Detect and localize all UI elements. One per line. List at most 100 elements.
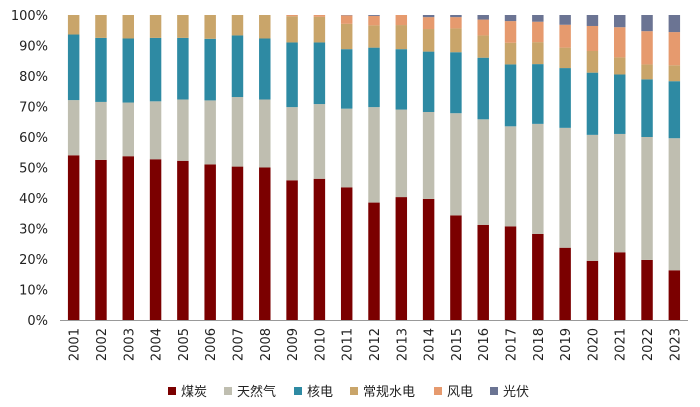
x-tick-label: 2020 xyxy=(586,328,601,361)
x-tick-label: 2006 xyxy=(204,328,219,361)
bar-segment-2022-s4 xyxy=(641,31,653,65)
legend-swatch xyxy=(490,387,498,395)
bar-segment-2008-s0 xyxy=(259,167,271,320)
y-tick-label: 70% xyxy=(19,101,48,116)
bar-segment-2014-s3 xyxy=(422,29,435,52)
bar-segment-2020-s1 xyxy=(586,134,599,261)
bar-segment-2023-s3 xyxy=(668,65,681,82)
bar-segment-2010-s1 xyxy=(313,104,326,179)
y-tick-label: 40% xyxy=(19,192,48,207)
bar-segment-2004-s0 xyxy=(149,159,162,320)
bar-segment-2006-s3 xyxy=(204,15,216,39)
bar-segment-2016-s4 xyxy=(477,19,489,36)
bar-segment-2011-s4 xyxy=(340,15,353,24)
bar-segment-2010-s4 xyxy=(313,15,326,17)
bar-segment-2016-s5 xyxy=(477,15,489,20)
bar-segment-2018-s1 xyxy=(532,123,544,234)
x-tick-label: 2019 xyxy=(559,328,574,361)
bar-segment-2014-s4 xyxy=(422,17,435,30)
bar-segment-2019-s2 xyxy=(559,68,571,128)
legend-swatch xyxy=(350,387,358,395)
bar-segment-2023-s2 xyxy=(668,81,681,139)
bar-segment-2018-s3 xyxy=(532,42,544,65)
bar-segment-2020-s5 xyxy=(586,15,599,26)
bar-segment-2015-s3 xyxy=(450,28,462,53)
y-tick-label: 50% xyxy=(19,162,48,177)
x-tick-label: 2009 xyxy=(286,328,301,361)
y-tick-label: 100% xyxy=(11,9,48,24)
legend-swatch xyxy=(294,387,302,395)
bar-segment-2006-s1 xyxy=(204,100,216,165)
y-tick-label: 60% xyxy=(19,131,48,146)
bar-segment-2001-s2 xyxy=(67,34,80,101)
bar-segment-2012-s4 xyxy=(368,15,380,26)
bar-segment-2019-s0 xyxy=(559,247,571,320)
bar-segment-2005-s1 xyxy=(177,99,189,161)
bar-segment-2017-s1 xyxy=(504,126,517,227)
bar-segment-2018-s4 xyxy=(532,21,544,43)
x-tick-label: 2010 xyxy=(313,328,328,361)
bar-segment-2005-s2 xyxy=(177,37,189,100)
bar-segment-2017-s4 xyxy=(504,21,517,43)
bar-segment-2003-s1 xyxy=(122,102,134,157)
bar-segment-2003-s0 xyxy=(122,156,134,320)
legend-swatch xyxy=(168,387,176,395)
bar-segment-2002-s2 xyxy=(95,37,107,102)
bar-segment-2004-s3 xyxy=(149,15,162,38)
bar-segment-2010-s0 xyxy=(313,178,326,320)
bar-segment-2021-s0 xyxy=(614,252,626,320)
bar-segment-2003-s3 xyxy=(122,15,134,39)
x-tick-label: 2021 xyxy=(614,328,629,361)
bar-segment-2011-s3 xyxy=(340,23,353,50)
bar-segment-2009-s4 xyxy=(286,15,298,17)
x-tick-label: 2016 xyxy=(477,328,492,361)
bar-segment-2015-s2 xyxy=(450,52,462,114)
bar-segment-2018-s0 xyxy=(532,233,544,320)
bar-segment-2007-s1 xyxy=(231,97,244,167)
bar-segment-2004-s1 xyxy=(149,101,162,160)
bar-segment-2014-s2 xyxy=(422,51,435,112)
bar-segment-2011-s1 xyxy=(340,108,353,188)
bar-segment-2013-s2 xyxy=(395,49,408,110)
bar-segment-2012-s5 xyxy=(368,15,380,16)
bar-segment-2007-s0 xyxy=(231,166,244,320)
bar-segment-2006-s0 xyxy=(204,164,216,320)
bar-segment-2006-s2 xyxy=(204,38,216,101)
bar-segment-2012-s0 xyxy=(368,202,380,320)
x-tick-label: 2001 xyxy=(68,328,83,361)
x-tick-label: 2002 xyxy=(95,328,110,361)
bar-segment-2018-s5 xyxy=(532,15,544,22)
bar-segment-2017-s2 xyxy=(504,64,517,127)
bar-segment-2016-s2 xyxy=(477,57,489,120)
bar-segment-2010-s2 xyxy=(313,42,326,105)
bar-segment-2009-s0 xyxy=(286,180,298,320)
legend-label: 核电 xyxy=(307,385,333,400)
bar-segment-2019-s5 xyxy=(559,15,571,25)
x-tick-label: 2012 xyxy=(368,328,383,361)
bar-segment-2019-s3 xyxy=(559,47,571,69)
bar-segment-2021-s4 xyxy=(614,27,626,58)
bars xyxy=(67,15,681,321)
x-tick-label: 2023 xyxy=(668,328,683,361)
legend-swatch xyxy=(434,387,442,395)
bar-segment-2009-s3 xyxy=(286,16,298,43)
bar-segment-2017-s0 xyxy=(504,226,517,320)
bar-segment-2011-s2 xyxy=(340,49,353,109)
bar-segment-2014-s0 xyxy=(422,198,435,320)
bar-segment-2020-s2 xyxy=(586,72,599,135)
bar-segment-2018-s2 xyxy=(532,64,544,124)
bar-segment-2012-s1 xyxy=(368,107,380,203)
bar-segment-2005-s0 xyxy=(177,160,189,320)
x-tick-label: 2011 xyxy=(341,328,356,361)
bar-segment-2015-s0 xyxy=(450,215,462,320)
legend-swatch xyxy=(224,387,232,395)
bar-segment-2014-s5 xyxy=(422,15,435,18)
x-tick-label: 2015 xyxy=(450,328,465,361)
legend-label: 光伏 xyxy=(503,385,529,400)
bar-segment-2002-s0 xyxy=(95,159,107,321)
bar-segment-2020-s4 xyxy=(586,25,599,51)
bar-segment-2009-s1 xyxy=(286,107,298,181)
bar-segment-2005-s3 xyxy=(177,15,189,38)
bar-segment-2013-s0 xyxy=(395,197,408,320)
